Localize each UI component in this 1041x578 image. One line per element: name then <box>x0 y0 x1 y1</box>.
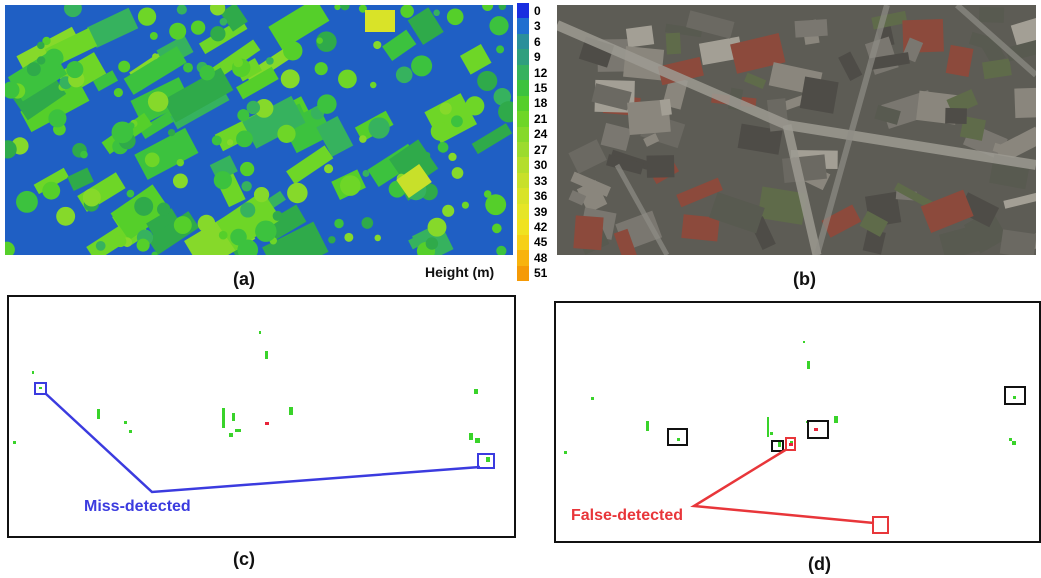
colorbar-tick-label: 24 <box>534 127 547 141</box>
height-colorbar: 0 3 6 9 12 15 18 21 24 27 30 33 36 39 42 45 48 51 <box>517 3 557 283</box>
colorbar-swatch <box>517 250 529 266</box>
false-detected-label: False-detected <box>571 507 683 525</box>
colorbar-swatch <box>517 80 529 96</box>
colorbar-swatch <box>517 142 529 158</box>
colorbar-swatch <box>517 188 529 204</box>
colorbar-tick-label: 18 <box>534 96 547 110</box>
colorbar-tick-label: 42 <box>534 220 547 234</box>
colorbar-tick-label: 3 <box>534 19 541 33</box>
colorbar-swatch <box>517 34 529 50</box>
caption-b: (b) <box>793 269 816 290</box>
colorbar-swatch <box>517 49 529 65</box>
colorbar-swatch <box>517 18 529 34</box>
colorbar-swatch <box>517 219 529 235</box>
miss-pointer <box>45 393 480 492</box>
colorbar-title: Height (m) <box>425 264 494 280</box>
colorbar-swatch <box>517 3 529 19</box>
caption-a: (a) <box>233 269 255 290</box>
miss-detected-label: Miss-detected <box>84 498 191 516</box>
aerial-image <box>557 5 1036 255</box>
colorbar-tick-label: 51 <box>534 266 547 280</box>
colorbar-tick-label: 9 <box>534 50 541 64</box>
colorbar-swatch <box>517 266 529 282</box>
lidar-height-map <box>5 5 513 255</box>
colorbar-swatch <box>517 96 529 112</box>
colorbar-swatch <box>517 204 529 220</box>
colorbar-tick-label: 30 <box>534 158 547 172</box>
colorbar-swatch <box>517 65 529 81</box>
colorbar-tick-label: 0 <box>534 4 541 18</box>
colorbar-tick-label: 27 <box>534 143 547 157</box>
colorbar-tick-label: 33 <box>534 174 547 188</box>
colorbar-swatch <box>517 111 529 127</box>
colorbar-swatch <box>517 235 529 251</box>
caption-c: (c) <box>233 549 255 570</box>
false-pointer <box>694 449 874 523</box>
colorbar-tick-label: 36 <box>534 189 547 203</box>
colorbar-tick-label: 39 <box>534 205 547 219</box>
false-box <box>873 517 888 533</box>
colorbar-tick-label: 45 <box>534 235 547 249</box>
colorbar-swatch <box>517 157 529 173</box>
colorbar-tick-label: 21 <box>534 112 547 126</box>
colorbar-swatch <box>517 173 529 189</box>
caption-d: (d) <box>808 554 831 575</box>
colorbar-tick-label: 15 <box>534 81 547 95</box>
colorbar-tick-label: 12 <box>534 66 547 80</box>
colorbar-swatch <box>517 127 529 143</box>
colorbar-tick-label: 48 <box>534 251 547 265</box>
colorbar-tick-label: 6 <box>534 35 541 49</box>
